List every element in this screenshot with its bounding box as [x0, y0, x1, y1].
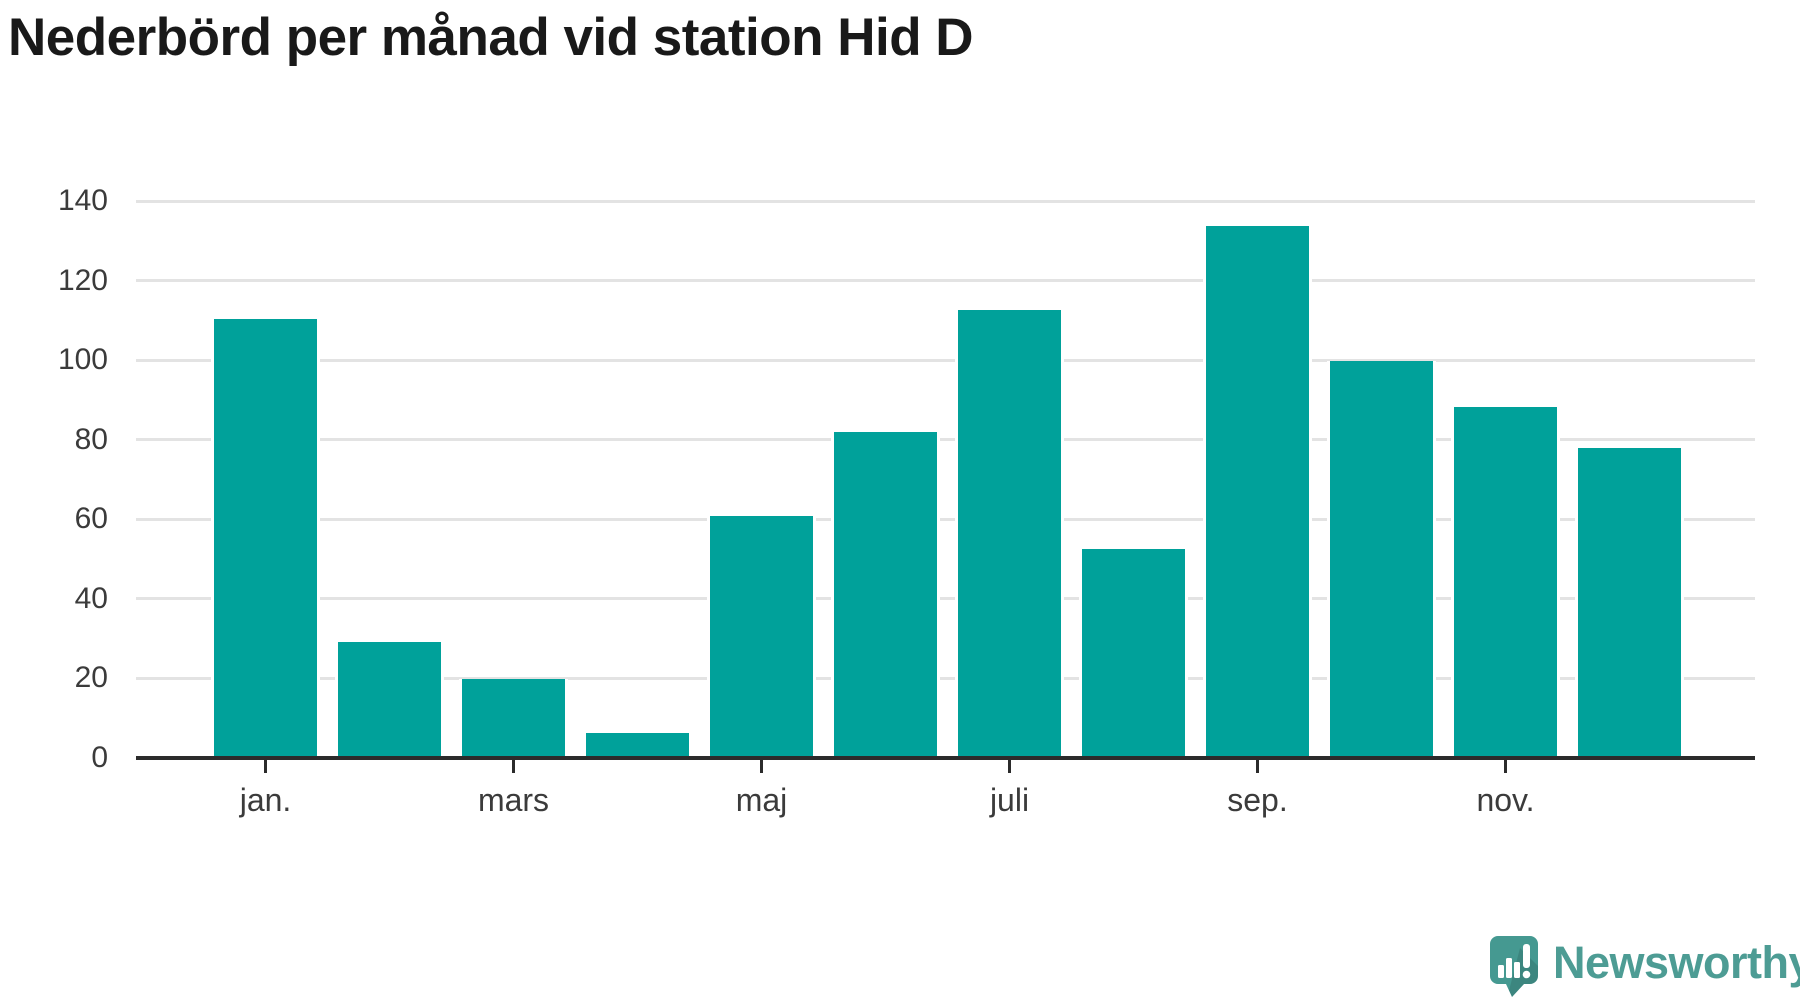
x-axis-tick [760, 760, 763, 773]
bar-nov. [1451, 406, 1560, 758]
gridline-100 [136, 358, 1755, 362]
newsworthy-wordmark: Newsworthy [1553, 937, 1800, 988]
x-axis-tick [264, 760, 267, 773]
y-axis-tick-label: 140 [57, 184, 108, 218]
bar-apr. [583, 732, 692, 758]
bar-sep. [1203, 225, 1312, 758]
gridline-60 [136, 517, 1755, 521]
bar-juli [955, 309, 1064, 758]
bar-jan. [211, 318, 320, 758]
x-axis-tick [1504, 760, 1507, 773]
x-axis-tick [1256, 760, 1259, 773]
x-axis-tick-label: nov. [1476, 782, 1535, 818]
x-axis-tick-label: juli [989, 782, 1030, 818]
gridline-40 [136, 597, 1755, 601]
y-axis-tick-label: 100 [57, 343, 108, 377]
x-axis-tick [1008, 760, 1011, 773]
gridline-120 [136, 279, 1755, 283]
bar-aug. [1079, 548, 1188, 758]
bar-mars [459, 678, 568, 758]
chart-title: Nederbörd per månad vid station Hid D [8, 8, 974, 67]
y-axis-tick-label: 40 [74, 581, 108, 615]
brand-footer: Newsworthy [1490, 936, 1800, 998]
y-axis-tick-label: 0 [91, 740, 108, 774]
bar-okt. [1327, 360, 1436, 758]
x-axis-tick-label: sep. [1227, 782, 1288, 818]
y-axis-tick-label: 120 [57, 263, 108, 297]
x-axis-tick-label: maj [735, 782, 788, 818]
bar-dec. [1575, 447, 1684, 758]
bar-feb. [335, 641, 444, 758]
x-axis-line [136, 756, 1755, 760]
x-axis-tick [512, 760, 515, 773]
gridline-20 [136, 676, 1755, 680]
gridline-80 [136, 438, 1755, 442]
x-axis-tick-label: jan. [239, 782, 292, 818]
bar-maj [707, 515, 816, 758]
x-axis-tick-label: mars [477, 782, 550, 818]
y-axis-tick-label: 80 [74, 422, 108, 456]
y-axis-tick-label: 60 [74, 502, 108, 536]
newsworthy-logo-icon [1490, 936, 1538, 997]
bar-juni [831, 431, 940, 758]
y-axis-tick-label: 20 [74, 661, 108, 695]
gridline-140 [136, 199, 1755, 203]
